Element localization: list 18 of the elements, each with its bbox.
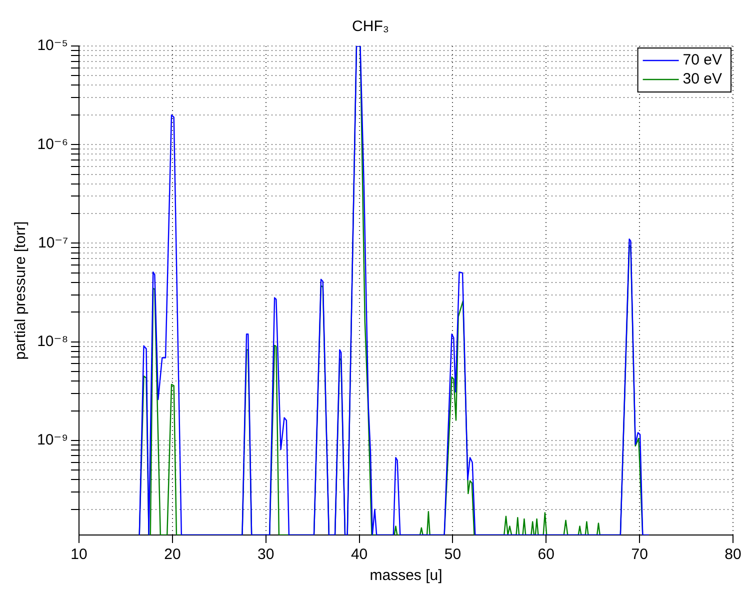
y-tick-label: 10⁻⁶ bbox=[37, 136, 68, 153]
legend-label: 70 eV bbox=[682, 52, 722, 69]
y-tick-label: 10⁻⁵ bbox=[37, 37, 68, 54]
y-tick-label: 10⁻⁸ bbox=[37, 332, 68, 350]
x-axis-title: masses [u] bbox=[370, 567, 442, 584]
y-tick-label: 10⁻⁹ bbox=[36, 432, 68, 449]
legend-label: 30 eV bbox=[682, 70, 722, 88]
x-tick-label: 60 bbox=[538, 546, 554, 564]
chart-title: CHF₃ bbox=[352, 18, 389, 36]
y-tick-label: 10⁻⁷ bbox=[38, 234, 68, 252]
x-tick-label: 80 bbox=[724, 546, 742, 564]
x-tick-label: 10 bbox=[70, 546, 88, 564]
x-tick-label: 40 bbox=[350, 546, 368, 564]
y-axis-title: partial pressure [torr] bbox=[12, 221, 30, 360]
x-tick-label: 70 bbox=[631, 546, 648, 564]
x-tick-label: 20 bbox=[164, 546, 181, 564]
x-tick-label: 30 bbox=[258, 546, 274, 564]
x-tick-label: 50 bbox=[444, 546, 462, 564]
